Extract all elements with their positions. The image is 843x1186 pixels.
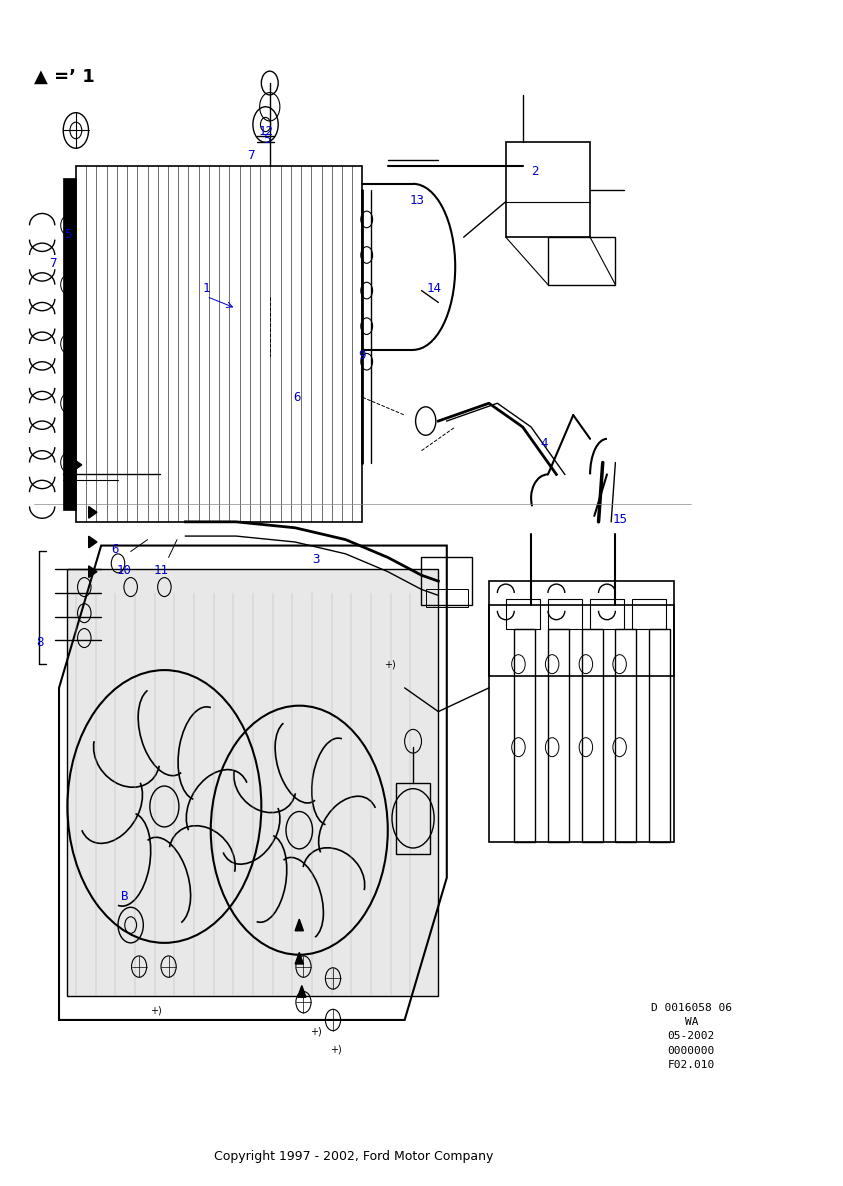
Text: 8: 8 — [37, 637, 44, 649]
Text: 12: 12 — [258, 126, 273, 138]
Polygon shape — [89, 566, 97, 578]
Text: 7: 7 — [248, 149, 255, 161]
Bar — [582, 629, 603, 842]
Text: +): +) — [384, 659, 395, 669]
Bar — [632, 599, 666, 629]
Polygon shape — [89, 506, 97, 518]
Bar — [489, 581, 674, 842]
Text: 1: 1 — [203, 282, 210, 294]
Bar — [506, 142, 590, 237]
Text: 13: 13 — [410, 195, 425, 206]
Text: 10: 10 — [116, 565, 132, 576]
Text: 5: 5 — [263, 134, 270, 146]
Text: +): +) — [150, 1006, 162, 1015]
Polygon shape — [89, 536, 97, 548]
Text: 15: 15 — [612, 514, 627, 525]
Text: 5: 5 — [64, 229, 71, 241]
Bar — [63, 178, 76, 510]
Bar — [422, 557, 472, 605]
Text: 14: 14 — [427, 282, 442, 294]
Text: 3: 3 — [313, 554, 319, 566]
Bar — [67, 569, 438, 996]
Bar — [76, 166, 362, 522]
Bar — [489, 605, 674, 676]
Bar — [590, 599, 624, 629]
Bar — [615, 629, 636, 842]
Text: 6: 6 — [293, 391, 300, 403]
Text: B: B — [121, 891, 128, 903]
Text: Copyright 1997 - 2002, Ford Motor Company: Copyright 1997 - 2002, Ford Motor Compan… — [214, 1150, 494, 1162]
Bar — [649, 629, 670, 842]
Text: 9: 9 — [359, 350, 366, 362]
Bar — [396, 783, 430, 854]
Text: WA: WA — [685, 1018, 698, 1027]
Polygon shape — [298, 986, 306, 997]
Text: D 0016058 06: D 0016058 06 — [651, 1003, 732, 1013]
Text: 05-2002: 05-2002 — [668, 1032, 715, 1041]
Polygon shape — [295, 952, 303, 964]
Bar — [548, 237, 615, 285]
Text: 7: 7 — [50, 257, 56, 269]
Polygon shape — [295, 919, 303, 931]
Text: +): +) — [310, 1027, 322, 1037]
Bar — [548, 629, 569, 842]
Text: +): +) — [330, 1045, 341, 1054]
Bar — [506, 599, 540, 629]
Text: 4: 4 — [540, 438, 547, 449]
Text: 6: 6 — [112, 543, 119, 555]
Bar — [548, 599, 582, 629]
Text: 11: 11 — [153, 565, 169, 576]
Bar — [426, 589, 468, 607]
Bar — [514, 629, 535, 842]
Text: ▲ =ʼ 1: ▲ =ʼ 1 — [34, 68, 94, 87]
Text: 0000000: 0000000 — [668, 1046, 715, 1056]
Text: F02.010: F02.010 — [668, 1060, 715, 1070]
Text: 2: 2 — [532, 166, 539, 178]
Polygon shape — [73, 459, 82, 471]
